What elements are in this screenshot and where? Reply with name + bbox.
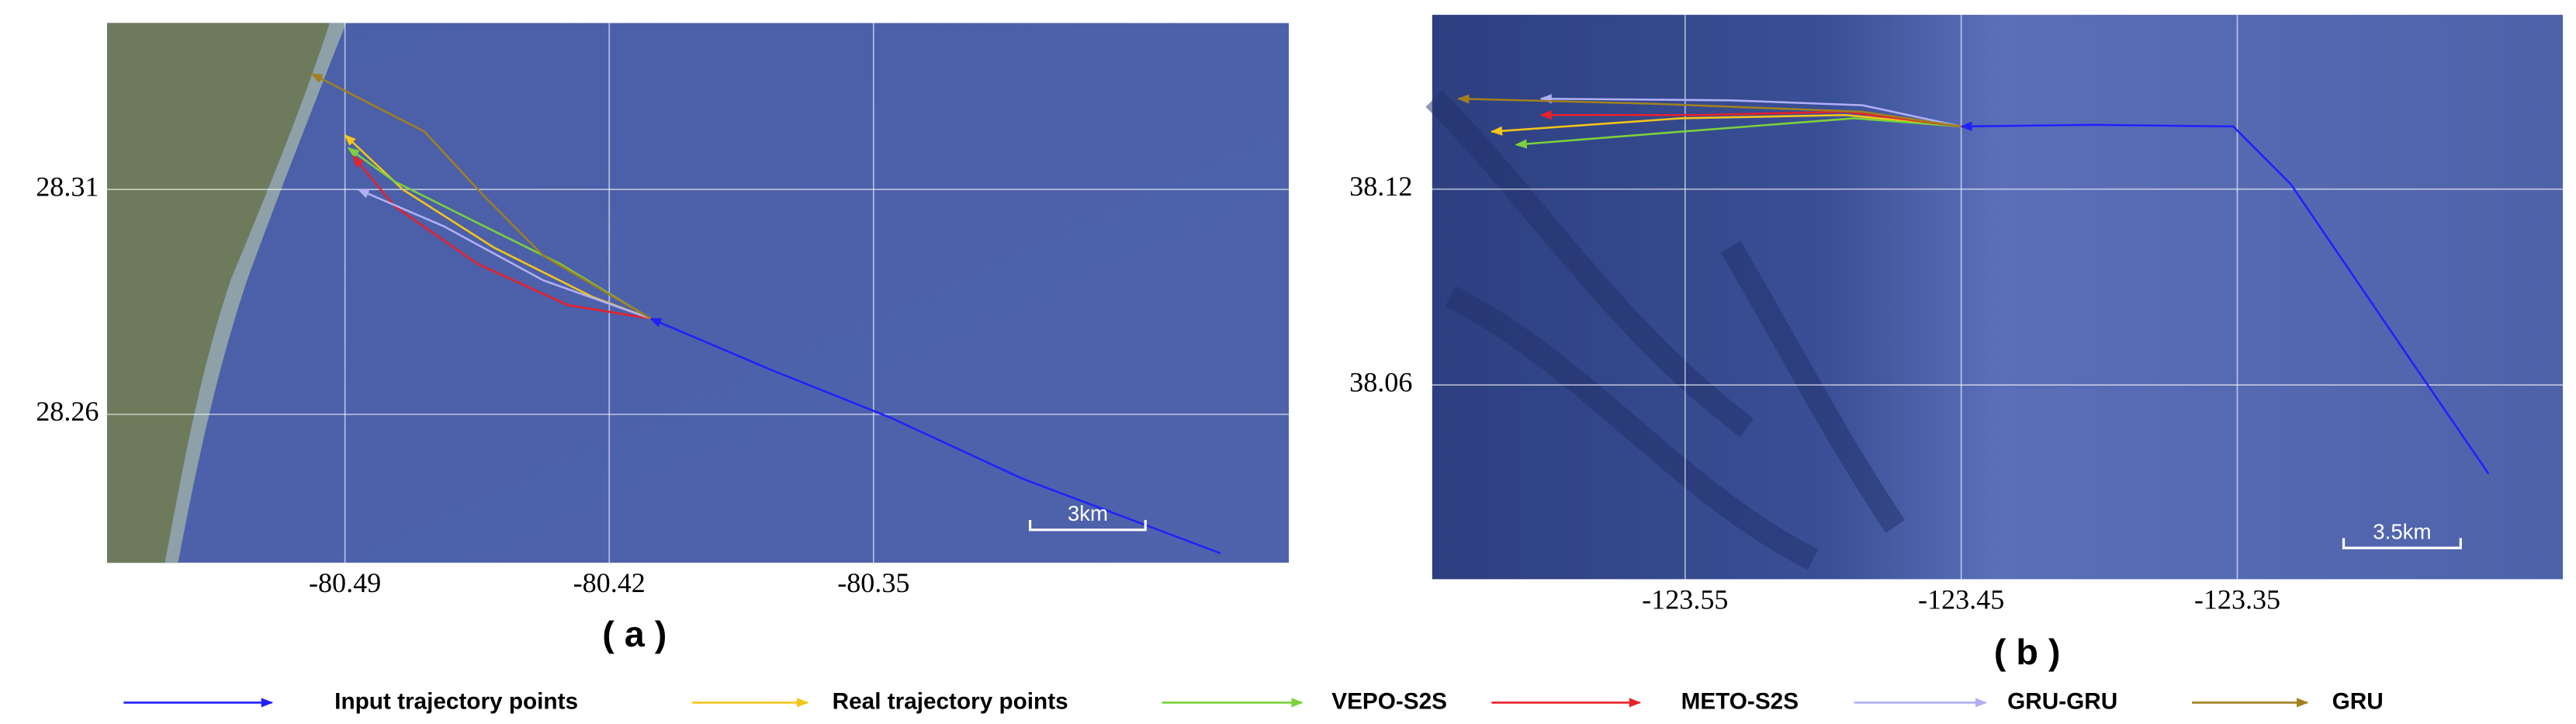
trajectory — [1960, 121, 2490, 475]
land — [107, 23, 330, 563]
x-tick-label: -80.42 — [573, 567, 646, 598]
scale-bar — [1028, 520, 1147, 532]
panel-title: ( a ) — [602, 614, 667, 654]
map-a — [107, 23, 1290, 563]
x-tick-label: -80.49 — [309, 567, 381, 598]
y-tick-label: 28.26 — [36, 396, 99, 427]
panel-title: ( b ) — [1994, 632, 2061, 672]
trajectory — [1457, 94, 1961, 128]
scale-label: 3km — [1068, 501, 1108, 525]
trajectory — [310, 73, 651, 320]
trajectory — [1539, 110, 1961, 128]
legend-label: GRU-GRU — [2007, 688, 2117, 714]
y-tick-label: 28.31 — [36, 171, 99, 202]
trajectory — [352, 155, 651, 320]
y-tick-label: 38.12 — [1349, 171, 1412, 202]
x-tick-label: -80.35 — [837, 567, 909, 598]
legend-label: METO-S2S — [1681, 688, 1799, 714]
legend-label: Input trajectory points — [334, 688, 578, 714]
trajectory — [357, 188, 651, 320]
x-tick-label: -123.55 — [1642, 584, 1728, 615]
scale-label: 3.5km — [2373, 519, 2431, 543]
trajectory — [1515, 117, 1961, 149]
scale-bar — [2342, 538, 2462, 549]
plot-layer: -80.49 -80.42 -80.35 28.31 28.26 ( a ) 3km -123… — [36, 15, 2564, 672]
y-tick-label: 38.06 — [1349, 366, 1412, 397]
shore — [164, 23, 347, 563]
legend-label: GRU — [2332, 688, 2384, 714]
x-tick-label: -123.35 — [2194, 584, 2280, 615]
legend-label: VEPO-S2S — [1331, 688, 1447, 714]
legend: Input trajectory points Real trajectory p… — [123, 688, 2384, 714]
trajectory — [1490, 113, 1961, 136]
trajectory — [1539, 94, 1961, 128]
legend-label: Real trajectory points — [833, 688, 1068, 714]
trajectory — [649, 317, 1221, 555]
x-tick-label: -123.45 — [1918, 584, 2004, 615]
map-b — [1425, 15, 2564, 580]
